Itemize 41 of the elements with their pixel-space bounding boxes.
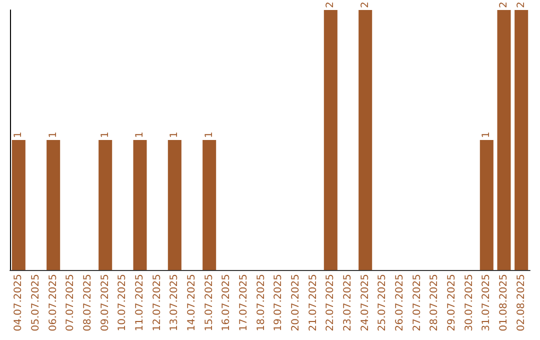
x-tick-label: 29.07.2025 [446, 274, 458, 332]
x-tick-label: 22.07.2025 [325, 274, 336, 332]
x-tick-label: 24.07.2025 [360, 274, 371, 332]
x-tick-label: 19.07.2025 [273, 274, 284, 332]
x-tick-label: 06.07.2025 [48, 274, 59, 332]
x-tick-label: 23.07.2025 [342, 274, 354, 332]
data-label: 2 [516, 2, 527, 8]
x-tick-label: 14.07.2025 [186, 274, 198, 332]
x-tick-label: 11.07.2025 [134, 274, 146, 332]
x-tick-label: 17.07.2025 [238, 274, 250, 332]
data-label: 1 [13, 132, 24, 138]
x-tick-label: 01.08.2025 [498, 274, 510, 332]
x-tick-label: 13.07.2025 [169, 274, 180, 332]
data-label: 2 [325, 2, 336, 8]
data-label: 1 [481, 132, 492, 138]
x-tick-label: 07.07.2025 [65, 274, 76, 332]
x-tick-label: 02.08.2025 [516, 274, 527, 332]
x-tick-label: 30.07.2025 [464, 274, 475, 332]
data-label: 2 [360, 2, 371, 8]
x-tick-label: 18.07.2025 [256, 274, 267, 332]
data-label: 1 [134, 132, 146, 138]
x-tick-label: 04.07.2025 [13, 274, 24, 332]
x-tick-label: 12.07.2025 [152, 274, 163, 332]
data-label: 1 [48, 132, 59, 138]
x-tick-label: 16.07.2025 [221, 274, 232, 332]
x-tick-label: 10.07.2025 [117, 274, 128, 332]
data-label: 1 [204, 132, 215, 138]
x-tick-label: 21.07.2025 [308, 274, 319, 332]
x-tick-label: 09.07.2025 [100, 274, 111, 332]
x-tick-label: 08.07.2025 [82, 274, 94, 332]
data-label: 2 [498, 2, 510, 8]
data-label: 1 [169, 132, 180, 138]
x-tick-label: 31.07.2025 [481, 274, 492, 332]
x-tick-label: 15.07.2025 [204, 274, 215, 332]
x-tick-label: 05.07.2025 [30, 274, 42, 332]
x-tick-label: 28.07.2025 [429, 274, 440, 332]
x-tick-label: 27.07.2025 [412, 274, 423, 332]
x-tick-label: 25.07.2025 [377, 274, 388, 332]
data-label: 1 [100, 132, 111, 138]
x-tick-label: 26.07.2025 [394, 274, 406, 332]
x-tick-label: 20.07.2025 [290, 274, 302, 332]
